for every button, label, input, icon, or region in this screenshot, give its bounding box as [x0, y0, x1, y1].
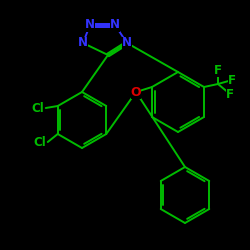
Text: F: F: [228, 74, 236, 86]
Text: Cl: Cl: [32, 102, 44, 114]
Text: Cl: Cl: [34, 136, 46, 148]
Text: N: N: [110, 18, 120, 32]
Text: N: N: [85, 18, 95, 32]
Text: O: O: [131, 86, 141, 98]
Text: F: F: [226, 88, 234, 101]
Text: F: F: [214, 64, 222, 76]
Text: N: N: [122, 36, 132, 50]
Text: N: N: [78, 36, 88, 50]
